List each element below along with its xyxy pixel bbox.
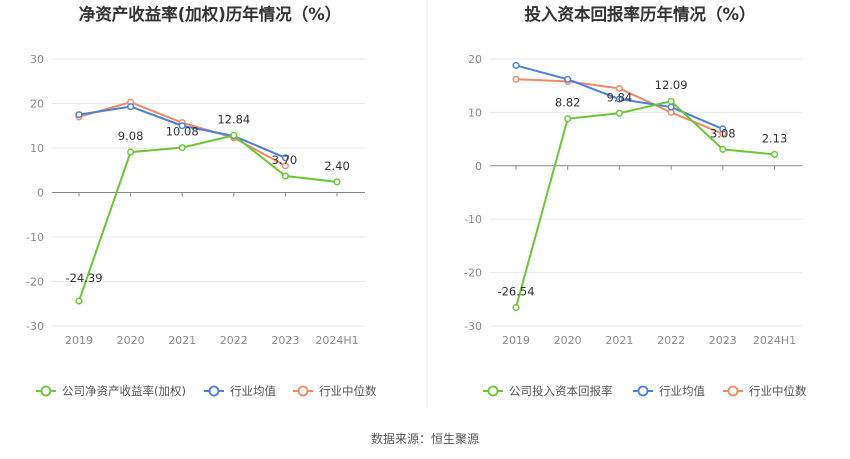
- y-tick-label: 30: [30, 53, 44, 66]
- roe-chart-title: 净资产收益率(加权)历年情况（%）: [79, 4, 342, 24]
- roe-chart: 净资产收益率(加权)历年情况（%） 30 20 10 0 -10 -20 -30 2019 20…: [26, 4, 377, 398]
- y-tick-label: -30: [26, 320, 44, 333]
- company-data-point: [770, 150, 779, 158]
- legend-item-median[interactable]: 行业中位数: [293, 384, 377, 398]
- y-tick-label: 20: [30, 98, 44, 111]
- y-tick-label: 20: [468, 53, 482, 66]
- x-tick-label: 2019: [502, 334, 530, 347]
- company-data-point: [667, 97, 675, 105]
- x-tick-label: 2019: [65, 334, 93, 347]
- avg-data-point: [564, 75, 572, 83]
- legend-swatch-marker: [40, 385, 52, 397]
- y-tick-label: 0: [37, 187, 44, 200]
- x-tick-label: 2023: [709, 334, 737, 347]
- roic-chart: 投入资本回报率历年情况（%） 20 10 0 -10 -20 -30 2019 2020 202…: [464, 4, 807, 398]
- legend-item-company[interactable]: 公司净资产收益率(加权): [36, 384, 186, 398]
- company-data-point: [615, 109, 623, 117]
- company-data-point: [333, 178, 341, 186]
- y-tick-label: 10: [468, 106, 482, 119]
- y-tick-label: -30: [464, 320, 482, 333]
- avg-data-point: [127, 103, 135, 111]
- legend-label: 公司投入资本回报率: [509, 384, 613, 398]
- legend-swatch-marker: [727, 385, 739, 397]
- avg-data-point: [281, 154, 289, 162]
- data-label: 2.13: [762, 131, 788, 145]
- data-source: 数据来源：恒生聚源: [371, 431, 479, 446]
- legend-item-avg[interactable]: 行业均值: [633, 384, 705, 398]
- legend: 公司投入资本回报率 行业均值 行业中位数: [483, 384, 807, 398]
- median-data-point: [512, 75, 520, 83]
- company-data-point: [75, 297, 83, 305]
- company-series-line: [515, 100, 775, 308]
- legend-label: 行业中位数: [319, 384, 377, 398]
- y-tick-label: -10: [464, 213, 482, 226]
- y-tick-label: -10: [26, 231, 44, 244]
- legend-label: 公司净资产收益率(加权): [62, 384, 186, 398]
- x-tick-label: 2021: [605, 334, 633, 347]
- legend-swatch-marker: [208, 385, 220, 397]
- avg-data-point: [512, 61, 520, 69]
- company-series-line: [78, 134, 338, 302]
- data-label: 3.70: [272, 153, 298, 167]
- data-label: 9.08: [118, 129, 144, 143]
- data-label: 2.40: [324, 159, 350, 173]
- legend-item-company[interactable]: 公司投入资本回报率: [483, 384, 613, 398]
- avg-data-point: [719, 125, 727, 133]
- x-tick-label: 2024H1: [315, 334, 358, 347]
- median-data-point: [281, 162, 289, 170]
- y-tick-label: -20: [464, 267, 482, 280]
- company-data-point: [281, 172, 289, 180]
- data-label: 10.08: [166, 125, 199, 139]
- avg-data-point: [667, 103, 675, 111]
- company-data-point: [564, 115, 572, 123]
- legend-item-avg[interactable]: 行业均值: [204, 384, 276, 398]
- x-tick-label: 2024H1: [753, 334, 796, 347]
- x-tick-label: 2023: [271, 334, 299, 347]
- avg-data-point: [615, 95, 623, 103]
- company-data-point: [178, 144, 186, 152]
- legend: 公司净资产收益率(加权) 行业均值 行业中位数: [36, 384, 377, 398]
- avg-data-point: [75, 111, 83, 119]
- data-label: 12.09: [655, 78, 688, 92]
- data-label: -24.39: [65, 271, 102, 285]
- data-label: 3.08: [710, 126, 736, 140]
- y-tick-label: -20: [26, 276, 44, 289]
- x-tick-label: 2020: [117, 334, 145, 347]
- legend-label: 行业均值: [659, 384, 705, 398]
- data-label: 12.84: [217, 112, 250, 126]
- x-tick-label: 2022: [220, 334, 248, 347]
- data-label: 9.84: [607, 90, 633, 104]
- y-tick-label: 10: [30, 142, 44, 155]
- legend-label: 行业中位数: [749, 384, 807, 398]
- x-tick-label: 2022: [657, 334, 685, 347]
- x-tick-label: 2020: [554, 334, 582, 347]
- company-data-point: [719, 145, 727, 153]
- company-data-point: [127, 148, 135, 156]
- y-tick-label: 0: [475, 160, 482, 173]
- legend-swatch-marker: [637, 385, 649, 397]
- company-data-point: [230, 131, 238, 139]
- avg-data-point: [178, 122, 186, 130]
- roic-chart-title: 投入资本回报率历年情况（%）: [524, 4, 755, 24]
- x-tick-label: 2021: [168, 334, 196, 347]
- legend-label: 行业均值: [230, 384, 276, 398]
- legend-swatch-marker: [487, 385, 499, 397]
- median-data-point: [615, 84, 623, 92]
- legend-swatch-marker: [297, 385, 309, 397]
- data-label: -26.54: [497, 285, 534, 299]
- legend-item-median[interactable]: 行业中位数: [723, 384, 807, 398]
- data-label: 8.82: [555, 96, 581, 110]
- company-data-point: [512, 303, 520, 312]
